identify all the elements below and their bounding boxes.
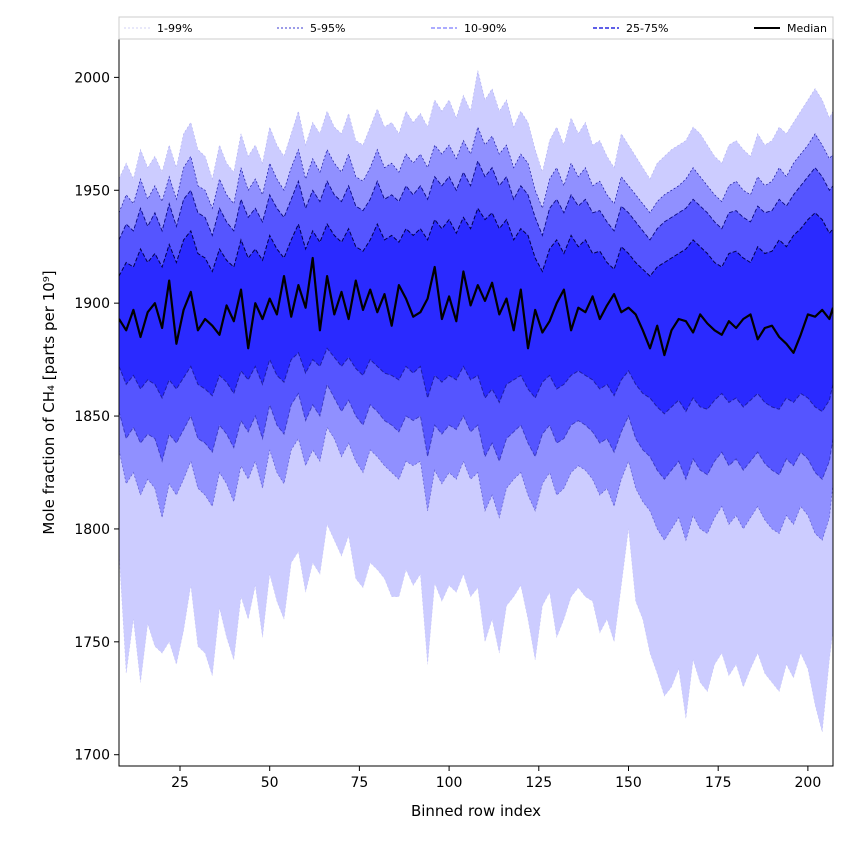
legend-box bbox=[118, 16, 834, 40]
y-tick-label-1700: 1700 bbox=[74, 748, 110, 764]
x-tick-label-175: 175 bbox=[705, 775, 732, 791]
x-tick-label-125: 125 bbox=[525, 775, 552, 791]
band-5-95-upper-line bbox=[119, 125, 833, 214]
legend-label-5-95: 5-95% bbox=[310, 22, 345, 35]
plot-area bbox=[119, 70, 833, 733]
x-tick-label-200: 200 bbox=[795, 775, 822, 791]
legend: 1-99% 5-95% 10-90% 25-75% Median bbox=[118, 16, 834, 40]
band-25-75-lower-line bbox=[119, 347, 833, 415]
band-5-95-lower-line bbox=[119, 426, 833, 542]
median-line bbox=[119, 256, 833, 357]
legend-label-25-75: 25-75% bbox=[626, 22, 668, 35]
band-1-99-lower-line bbox=[119, 523, 833, 733]
y-tick-label-1750: 1750 bbox=[74, 635, 110, 651]
x-tick-label-150: 150 bbox=[615, 775, 642, 791]
plot-content bbox=[119, 70, 833, 733]
y-tick-label-1950: 1950 bbox=[74, 183, 110, 199]
y-tick-label-1900: 1900 bbox=[74, 296, 110, 312]
y-tick-label-1850: 1850 bbox=[74, 409, 110, 425]
legend-label-median: Median bbox=[787, 22, 827, 35]
x-tick-label-100: 100 bbox=[436, 775, 463, 791]
legend-label-1-99: 1-99% bbox=[157, 22, 192, 35]
band-25-75-upper-line bbox=[119, 207, 833, 277]
x-axis-label: Binned row index bbox=[411, 802, 541, 820]
x-tick-label-75: 75 bbox=[350, 775, 368, 791]
y-axis-label: Mole fraction of CH₄ [parts per 10⁹] bbox=[40, 270, 58, 534]
legend-label-10-90: 10-90% bbox=[464, 22, 506, 35]
band-25-75 bbox=[119, 208, 833, 414]
band-1-99-upper-line bbox=[119, 70, 833, 181]
x-tick-label-50: 50 bbox=[261, 775, 279, 791]
y-tick-label-1800: 1800 bbox=[74, 522, 110, 538]
band-10-90-upper-line bbox=[119, 159, 833, 241]
band-10-90-lower-line bbox=[119, 383, 833, 481]
x-tick-label-25: 25 bbox=[171, 775, 189, 791]
y-tick-label-2000: 2000 bbox=[74, 70, 110, 86]
